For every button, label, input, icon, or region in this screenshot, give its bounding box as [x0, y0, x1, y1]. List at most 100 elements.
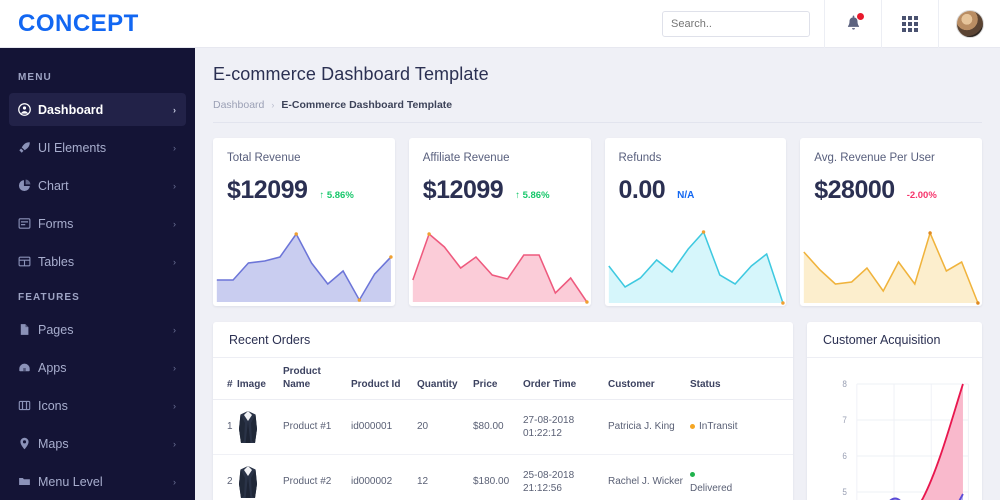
stat-card-refunds[interactable]: Refunds 0.00 N/A — [604, 138, 787, 306]
cell-number: 1 — [213, 399, 237, 455]
page-icon — [18, 323, 38, 336]
chevron-right-icon: › — [173, 476, 176, 487]
column-header-product-id: Product Id — [351, 358, 417, 400]
chevron-right-icon: › — [173, 218, 176, 229]
sparkline-avg-revenue-per-user — [800, 218, 982, 306]
sidebar-item-chart[interactable]: Chart › — [9, 169, 186, 202]
column-header-image: Image — [237, 358, 283, 400]
chevron-right-icon: › — [173, 324, 176, 335]
sidebar-item-forms[interactable]: Forms › — [9, 207, 186, 240]
sidebar-item-label: Apps — [38, 360, 67, 375]
table-icon — [18, 255, 38, 268]
table-row[interactable]: 1 P — [213, 399, 793, 455]
column-header-product-name: Product Name — [283, 358, 351, 400]
breadcrumb-root[interactable]: Dashboard — [213, 99, 265, 111]
sparkline-affiliate-revenue — [409, 218, 591, 306]
cell-product-id: id000002 — [351, 454, 417, 500]
notification-badge — [857, 12, 864, 20]
sidebar-item-label: Tables — [38, 254, 75, 269]
cell-order-time: 25-08-2018 21:12:56 — [523, 454, 608, 500]
customer-acquisition-chart: 8 7 6 5 4 — [807, 358, 982, 500]
sidebar-section-menu: MENU — [18, 72, 52, 83]
sparkline-total-revenue — [213, 218, 395, 306]
sidebar-item-label: Icons — [38, 398, 68, 413]
table-header-row: # Image Product Name Product Id Quantity… — [213, 358, 793, 400]
column-header-quantity: Quantity — [417, 358, 473, 400]
folder-icon — [18, 475, 38, 488]
brand-logo[interactable]: CONCEPT — [18, 9, 139, 37]
apps-button[interactable] — [881, 0, 938, 48]
series-purple — [889, 493, 964, 500]
stat-delta: ↑ 5.86% — [319, 190, 354, 201]
cell-customer: Patricia J. King — [608, 399, 690, 455]
sidebar-item-label: Menu Level — [38, 474, 103, 489]
series-pink — [920, 383, 964, 500]
recent-orders-card: Recent Orders # Image Product Name Produ… — [213, 322, 793, 500]
status-dot-icon — [690, 424, 695, 430]
bottom-row: Recent Orders # Image Product Name Produ… — [213, 322, 982, 500]
stat-value: $12099 — [422, 176, 504, 204]
stat-title: Refunds — [618, 152, 662, 164]
stat-title: Avg. Revenue Per User — [814, 152, 935, 164]
column-header-order-time: Order Time — [523, 358, 608, 400]
sidebar-item-apps[interactable]: Apps › — [9, 351, 186, 384]
sparkline-refunds — [605, 218, 787, 306]
stat-title: Affiliate Revenue — [422, 152, 510, 164]
column-header-customer: Customer — [608, 358, 690, 400]
stat-delta: N/A — [677, 190, 695, 201]
stat-card-affiliate-revenue[interactable]: Affiliate Revenue $12099 ↑ 5.86% — [408, 138, 591, 306]
chevron-right-icon: › — [173, 142, 176, 153]
sidebar-item-menu-level[interactable]: Menu Level › — [9, 465, 186, 498]
svg-text:7: 7 — [842, 415, 847, 425]
grid-icon — [902, 15, 918, 32]
sidebar-item-label: Maps — [38, 436, 69, 451]
stat-cards-row: Total Revenue $12099 ↑ 5.86% Affiliate R… — [213, 138, 982, 306]
stat-value: $28000 — [814, 176, 895, 204]
cell-status: InTransit — [690, 399, 793, 455]
status-dot-icon — [690, 472, 695, 478]
stat-value-row: $12099 ↑ 5.86% — [409, 176, 591, 205]
chevron-right-icon: › — [173, 400, 176, 411]
recent-orders-table: # Image Product Name Product Id Quantity… — [213, 358, 793, 500]
sidebar-item-ui-elements[interactable]: UI Elements › — [9, 131, 186, 164]
top-bar: CONCEPT — [0, 0, 1000, 48]
notifications-button[interactable] — [824, 0, 881, 48]
chevron-right-icon: › — [173, 104, 176, 115]
sidebar-item-label: Dashboard — [38, 102, 104, 117]
customer-acquisition-card: Customer Acquisition 8 — [807, 322, 982, 500]
sidebar-item-label: Forms — [38, 216, 74, 231]
stat-value-row: $12099 ↑ 5.86% — [213, 176, 395, 205]
cell-product-name: Product #1 — [283, 399, 351, 455]
order-clock: 21:12:56 — [523, 483, 562, 494]
sidebar: MENU Dashboard › UI Elements › Chart › F… — [0, 48, 195, 500]
order-date: 27-08-2018 — [523, 414, 575, 426]
sidebar-item-icons[interactable]: Icons › — [9, 389, 186, 422]
cell-quantity: 20 — [417, 399, 473, 455]
sidebar-item-pages[interactable]: Pages › — [9, 313, 186, 346]
main-content: E-commerce Dashboard Template Dashboard … — [195, 48, 1000, 500]
stat-card-total-revenue[interactable]: Total Revenue $12099 ↑ 5.86% — [213, 138, 395, 306]
stat-value: 0.00 — [618, 176, 666, 204]
sidebar-item-label: UI Elements — [38, 140, 107, 155]
stat-value: $12099 — [227, 176, 308, 204]
search-input[interactable] — [662, 10, 810, 37]
stat-card-avg-revenue-per-user[interactable]: Avg. Revenue Per User $28000 -2.00% — [800, 138, 982, 306]
suit-thumbnail-icon — [237, 407, 259, 447]
cell-price: $80.00 — [473, 399, 523, 455]
sidebar-item-tables[interactable]: Tables › — [9, 245, 186, 278]
sidebar-item-label: Pages — [38, 322, 74, 337]
status-badge: Delivered — [690, 483, 733, 494]
cell-image — [237, 399, 283, 455]
sidebar-item-dashboard[interactable]: Dashboard › — [9, 93, 186, 126]
breadcrumb-current: E-Commerce Dashboard Template — [281, 99, 453, 111]
customer-acquisition-title: Customer Acquisition — [807, 322, 982, 358]
table-row[interactable]: 2 P — [213, 454, 793, 500]
stat-value-row: $28000 -2.00% — [800, 176, 982, 205]
apps-icon — [18, 361, 38, 374]
chevron-right-icon: › — [173, 362, 176, 373]
cell-product-id: id000001 — [351, 399, 417, 455]
user-menu-button[interactable] — [938, 0, 1000, 48]
column-header-number: # — [213, 358, 237, 400]
sidebar-item-maps[interactable]: Maps › — [9, 427, 186, 460]
map-pin-icon — [18, 437, 38, 450]
